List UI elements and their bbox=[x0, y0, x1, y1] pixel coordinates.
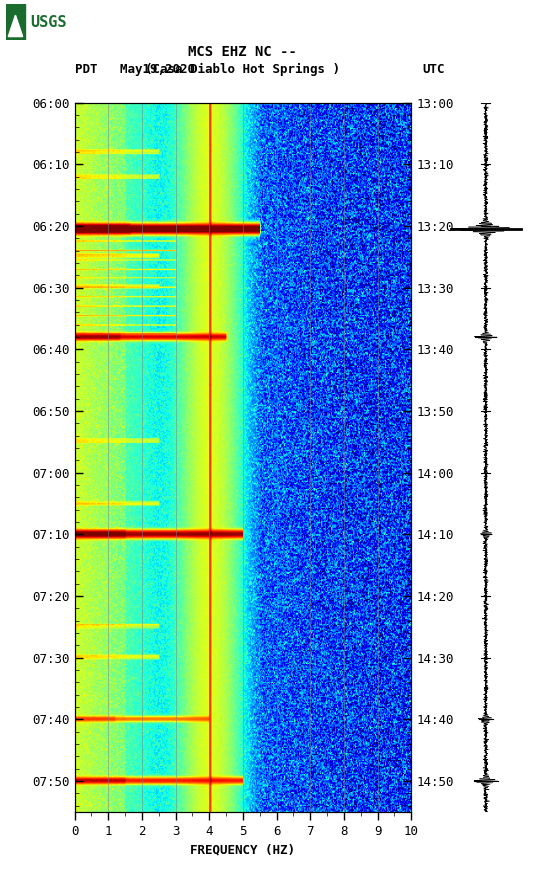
Bar bbox=[6, 4, 25, 40]
Text: USGS: USGS bbox=[30, 15, 67, 29]
Polygon shape bbox=[8, 15, 23, 37]
Text: MCS EHZ NC --: MCS EHZ NC -- bbox=[188, 45, 298, 59]
X-axis label: FREQUENCY (HZ): FREQUENCY (HZ) bbox=[190, 844, 295, 856]
Text: UTC: UTC bbox=[422, 63, 445, 76]
Text: (Casa Diablo Hot Springs ): (Casa Diablo Hot Springs ) bbox=[145, 63, 341, 76]
Text: PDT   May19,2020: PDT May19,2020 bbox=[75, 63, 194, 76]
